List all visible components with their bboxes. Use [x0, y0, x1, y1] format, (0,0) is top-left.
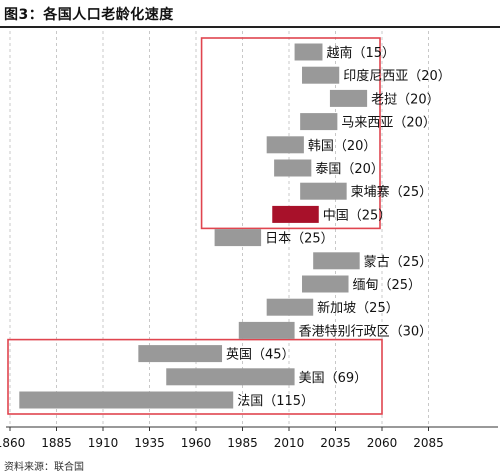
bar-label: 法国（115） [237, 394, 314, 409]
x-tick-label: 1935 [134, 436, 165, 450]
bar [300, 113, 338, 131]
x-tick-label: 2010 [274, 436, 305, 450]
x-tick-label: 1885 [41, 436, 72, 450]
bar-label: 老挝（20） [371, 92, 440, 107]
axis-layer: 1860 1885 1910 1935 1960 1985 2010 2035 2060 2085 [0, 426, 498, 450]
group-box [7, 338, 383, 415]
x-tick-label: 2085 [413, 436, 444, 450]
bar [274, 159, 312, 177]
bar-label: 柬埔寨（25） [351, 184, 433, 200]
label-layer: 越南（15） 印度尼西亚（20） 老挝（20） 马来西亚（20） 韩国（20） 泰国（20… [226, 45, 451, 409]
bar [266, 298, 314, 316]
bar-label: 英国（45） [226, 348, 295, 363]
bar [302, 275, 349, 293]
x-tick-label: 2060 [367, 436, 398, 450]
bar-label: 日本（25） [265, 232, 334, 247]
x-tick-label: 2035 [320, 436, 351, 450]
bar [19, 391, 234, 409]
bar-label: 印度尼西亚（20） [343, 68, 451, 84]
bar-label: 泰国（20） [315, 162, 384, 177]
group-box-layer [7, 37, 383, 415]
bar-label: 香港特别行政区（30） [299, 324, 433, 339]
bar-label: 韩国（20） [308, 139, 377, 154]
x-tick-label: 1860 [0, 436, 25, 450]
bar [300, 182, 347, 200]
bar-label: 中国（25） [323, 208, 392, 223]
x-tick-label: 1960 [181, 436, 212, 450]
bar [272, 205, 319, 223]
figure-title: 图3：各国人口老龄化速度 [4, 7, 174, 23]
x-tick-label: 1910 [88, 436, 119, 450]
bar-layer [19, 43, 368, 409]
title-rule [0, 26, 500, 28]
group-box [200, 37, 381, 230]
bar-label: 新加坡（25） [317, 300, 399, 316]
bar [166, 368, 295, 386]
bar [214, 229, 262, 247]
bar [266, 136, 304, 154]
x-tick-label: 1985 [227, 436, 258, 450]
bar [294, 43, 323, 61]
source-note: 资料来源：联合国 [4, 462, 84, 473]
bar [329, 89, 368, 107]
bar-label: 越南（15） [326, 45, 395, 61]
bar [302, 66, 340, 84]
bar-label: 蒙古（25） [364, 255, 433, 270]
bar [313, 252, 360, 270]
bar-label: 马来西亚（20） [341, 116, 436, 131]
bar [238, 321, 295, 339]
bar-label: 缅甸（25） [353, 278, 422, 293]
bar-label: 美国（69） [299, 371, 368, 386]
bar [138, 345, 223, 363]
